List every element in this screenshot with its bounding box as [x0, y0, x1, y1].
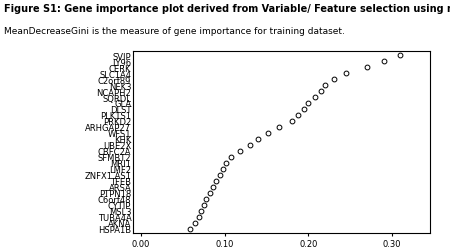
Point: [301, 108, 308, 112]
Point: [203, 197, 210, 201]
Point: [380, 60, 387, 64]
Point: [311, 96, 319, 100]
Point: [255, 137, 262, 141]
Point: [220, 167, 227, 171]
Point: [322, 84, 329, 88]
Point: [275, 125, 283, 130]
Point: [330, 78, 337, 82]
Point: [200, 203, 207, 207]
Point: [265, 131, 272, 135]
Text: MeanDecreaseGini is the measure of gene importance for training dataset.: MeanDecreaseGini is the measure of gene …: [4, 26, 346, 36]
Point: [364, 66, 371, 70]
Point: [288, 119, 295, 123]
Point: [246, 143, 253, 147]
Point: [213, 179, 220, 183]
Point: [305, 102, 312, 106]
Point: [192, 221, 199, 225]
Point: [223, 161, 230, 165]
Point: [195, 215, 203, 219]
Point: [317, 90, 324, 94]
Point: [228, 155, 235, 159]
Text: Figure S1: Gene importance plot derived from Variable/ Feature selection using m: Figure S1: Gene importance plot derived …: [4, 4, 450, 14]
Point: [198, 209, 205, 213]
Point: [209, 185, 216, 189]
Point: [295, 113, 302, 117]
Point: [397, 54, 404, 58]
Point: [342, 72, 350, 76]
Point: [186, 227, 193, 231]
Point: [236, 149, 243, 153]
Point: [216, 173, 223, 177]
Point: [206, 191, 213, 195]
